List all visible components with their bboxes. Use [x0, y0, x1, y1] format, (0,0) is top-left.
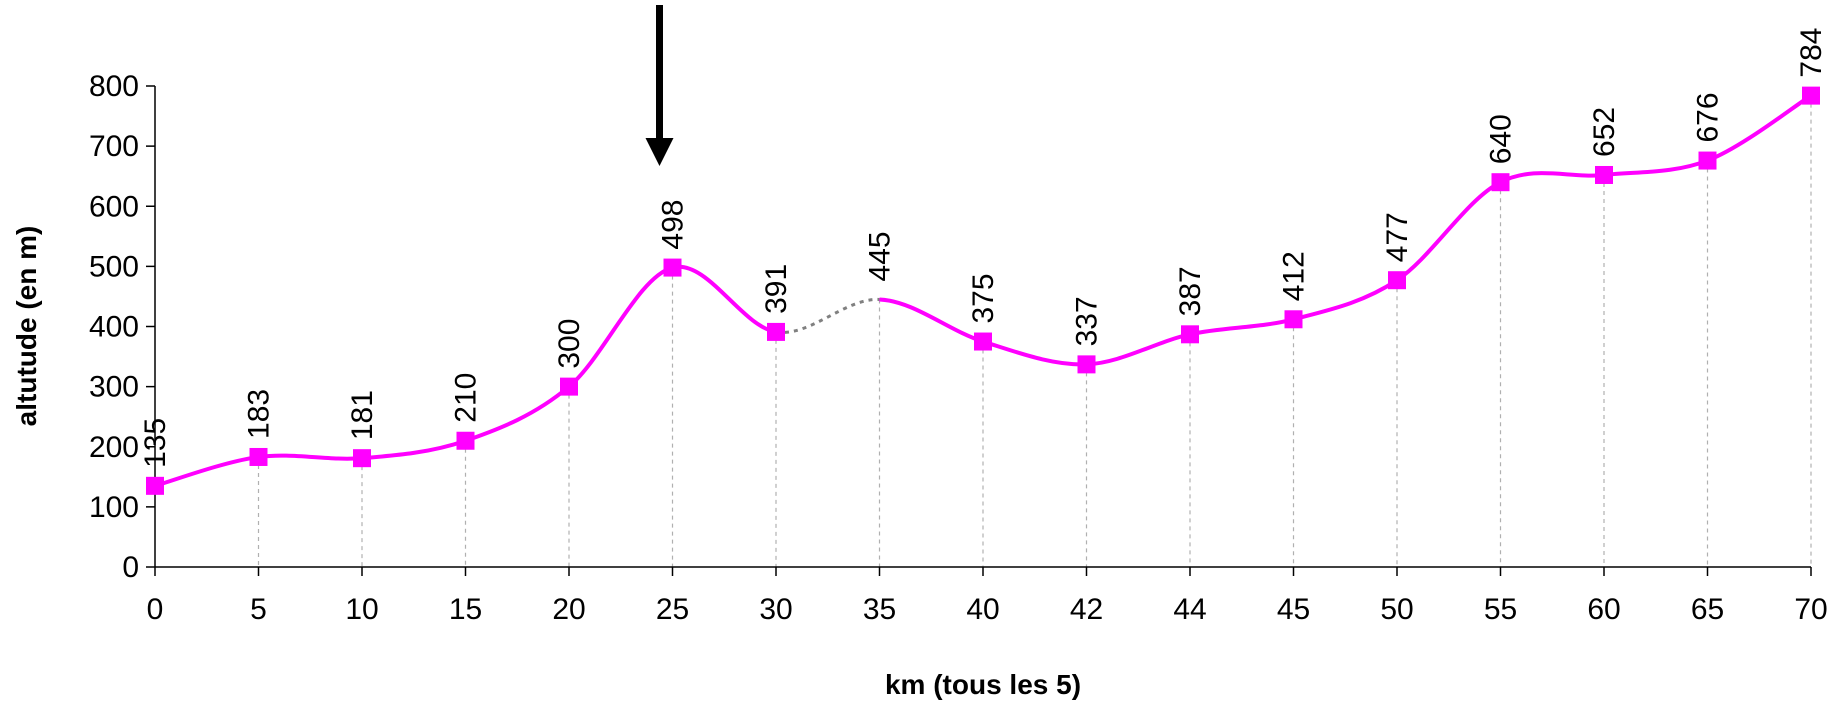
- x-tick-label: 35: [863, 593, 896, 626]
- data-label: 375: [967, 273, 1000, 323]
- y-tick-label: 500: [89, 250, 139, 283]
- x-tick-label: 45: [1277, 593, 1310, 626]
- arrow-head-icon: [645, 138, 674, 166]
- series-line-part-2: [879, 93, 1813, 367]
- x-tick-label: 10: [345, 593, 378, 626]
- x-tick-label: 20: [552, 593, 585, 626]
- y-tick-label: 600: [89, 190, 139, 223]
- vertical-guide-lines: [257, 95, 1812, 567]
- y-tick-label: 300: [89, 371, 139, 404]
- data-label: 300: [553, 319, 586, 369]
- y-tick-label: 100: [89, 491, 139, 524]
- x-tick-label: 42: [1070, 593, 1103, 626]
- y-axis-ticks: 0 100 200 300 400 500 600 700 800: [89, 70, 155, 584]
- x-tick-label: 40: [966, 593, 999, 626]
- x-tick-label: 70: [1794, 593, 1827, 626]
- data-labels: 135 183 181 210 300 498 391 445 375 337 387 412 477 6…: [139, 28, 1828, 468]
- data-label: 652: [1588, 107, 1621, 157]
- x-tick-label: 25: [656, 593, 689, 626]
- y-tick-label: 800: [89, 70, 139, 103]
- data-point-marker: [560, 377, 578, 396]
- data-point-marker: [1802, 86, 1820, 105]
- x-tick-label: 50: [1380, 593, 1413, 626]
- arrow-annotation: [645, 5, 674, 166]
- data-point-marker: [1698, 151, 1717, 170]
- x-tick-label: 5: [250, 593, 267, 626]
- data-point-marker: [1181, 325, 1199, 344]
- data-label: 183: [243, 389, 276, 439]
- data-label: 210: [450, 373, 483, 423]
- data-point-marker: [1077, 355, 1096, 374]
- data-point-marker: [974, 332, 992, 351]
- x-tick-label: 55: [1484, 593, 1517, 626]
- y-tick-label: 700: [89, 130, 139, 163]
- x-tick-label: 15: [449, 593, 482, 626]
- data-point-marker: [1284, 310, 1303, 329]
- y-tick-label: 200: [89, 431, 139, 464]
- data-label: 412: [1278, 251, 1311, 301]
- data-point-marker: [249, 447, 268, 466]
- data-label: 181: [346, 390, 379, 440]
- y-axis-title: altutude (en m): [11, 226, 42, 427]
- data-point-marker: [1595, 165, 1613, 184]
- data-label: 640: [1485, 114, 1518, 164]
- data-label: 676: [1692, 92, 1725, 142]
- data-label: 477: [1381, 212, 1414, 262]
- data-label: 498: [657, 200, 690, 250]
- x-axis-title: km (tous les 5): [885, 669, 1081, 700]
- data-point-marker: [456, 431, 475, 450]
- y-tick-label: 400: [89, 311, 139, 344]
- data-label: 391: [760, 264, 793, 314]
- x-tick-label: 60: [1587, 593, 1620, 626]
- data-label: 135: [139, 418, 172, 468]
- data-label: 387: [1174, 266, 1207, 316]
- data-markers: [146, 86, 1820, 495]
- data-label: 445: [864, 231, 897, 281]
- x-tick-label: 0: [147, 593, 164, 626]
- x-tick-label: 44: [1173, 593, 1206, 626]
- data-point-marker: [1491, 173, 1510, 192]
- data-point-marker: [146, 476, 164, 495]
- data-point-marker: [663, 258, 682, 277]
- data-point-marker: [353, 449, 371, 468]
- data-point-marker: [1388, 271, 1406, 290]
- data-label: 784: [1795, 28, 1828, 78]
- x-tick-label: 65: [1691, 593, 1724, 626]
- data-point-marker: [767, 322, 785, 341]
- data-label: 337: [1071, 296, 1104, 346]
- series-gap-dashed: [775, 297, 880, 334]
- x-tick-label: 30: [759, 593, 792, 626]
- x-axis-ticks: 0 5 10 15 20 25 30 35 40 42 44 45 50 55 60 65 70: [147, 567, 1828, 626]
- y-tick-label: 0: [122, 551, 139, 584]
